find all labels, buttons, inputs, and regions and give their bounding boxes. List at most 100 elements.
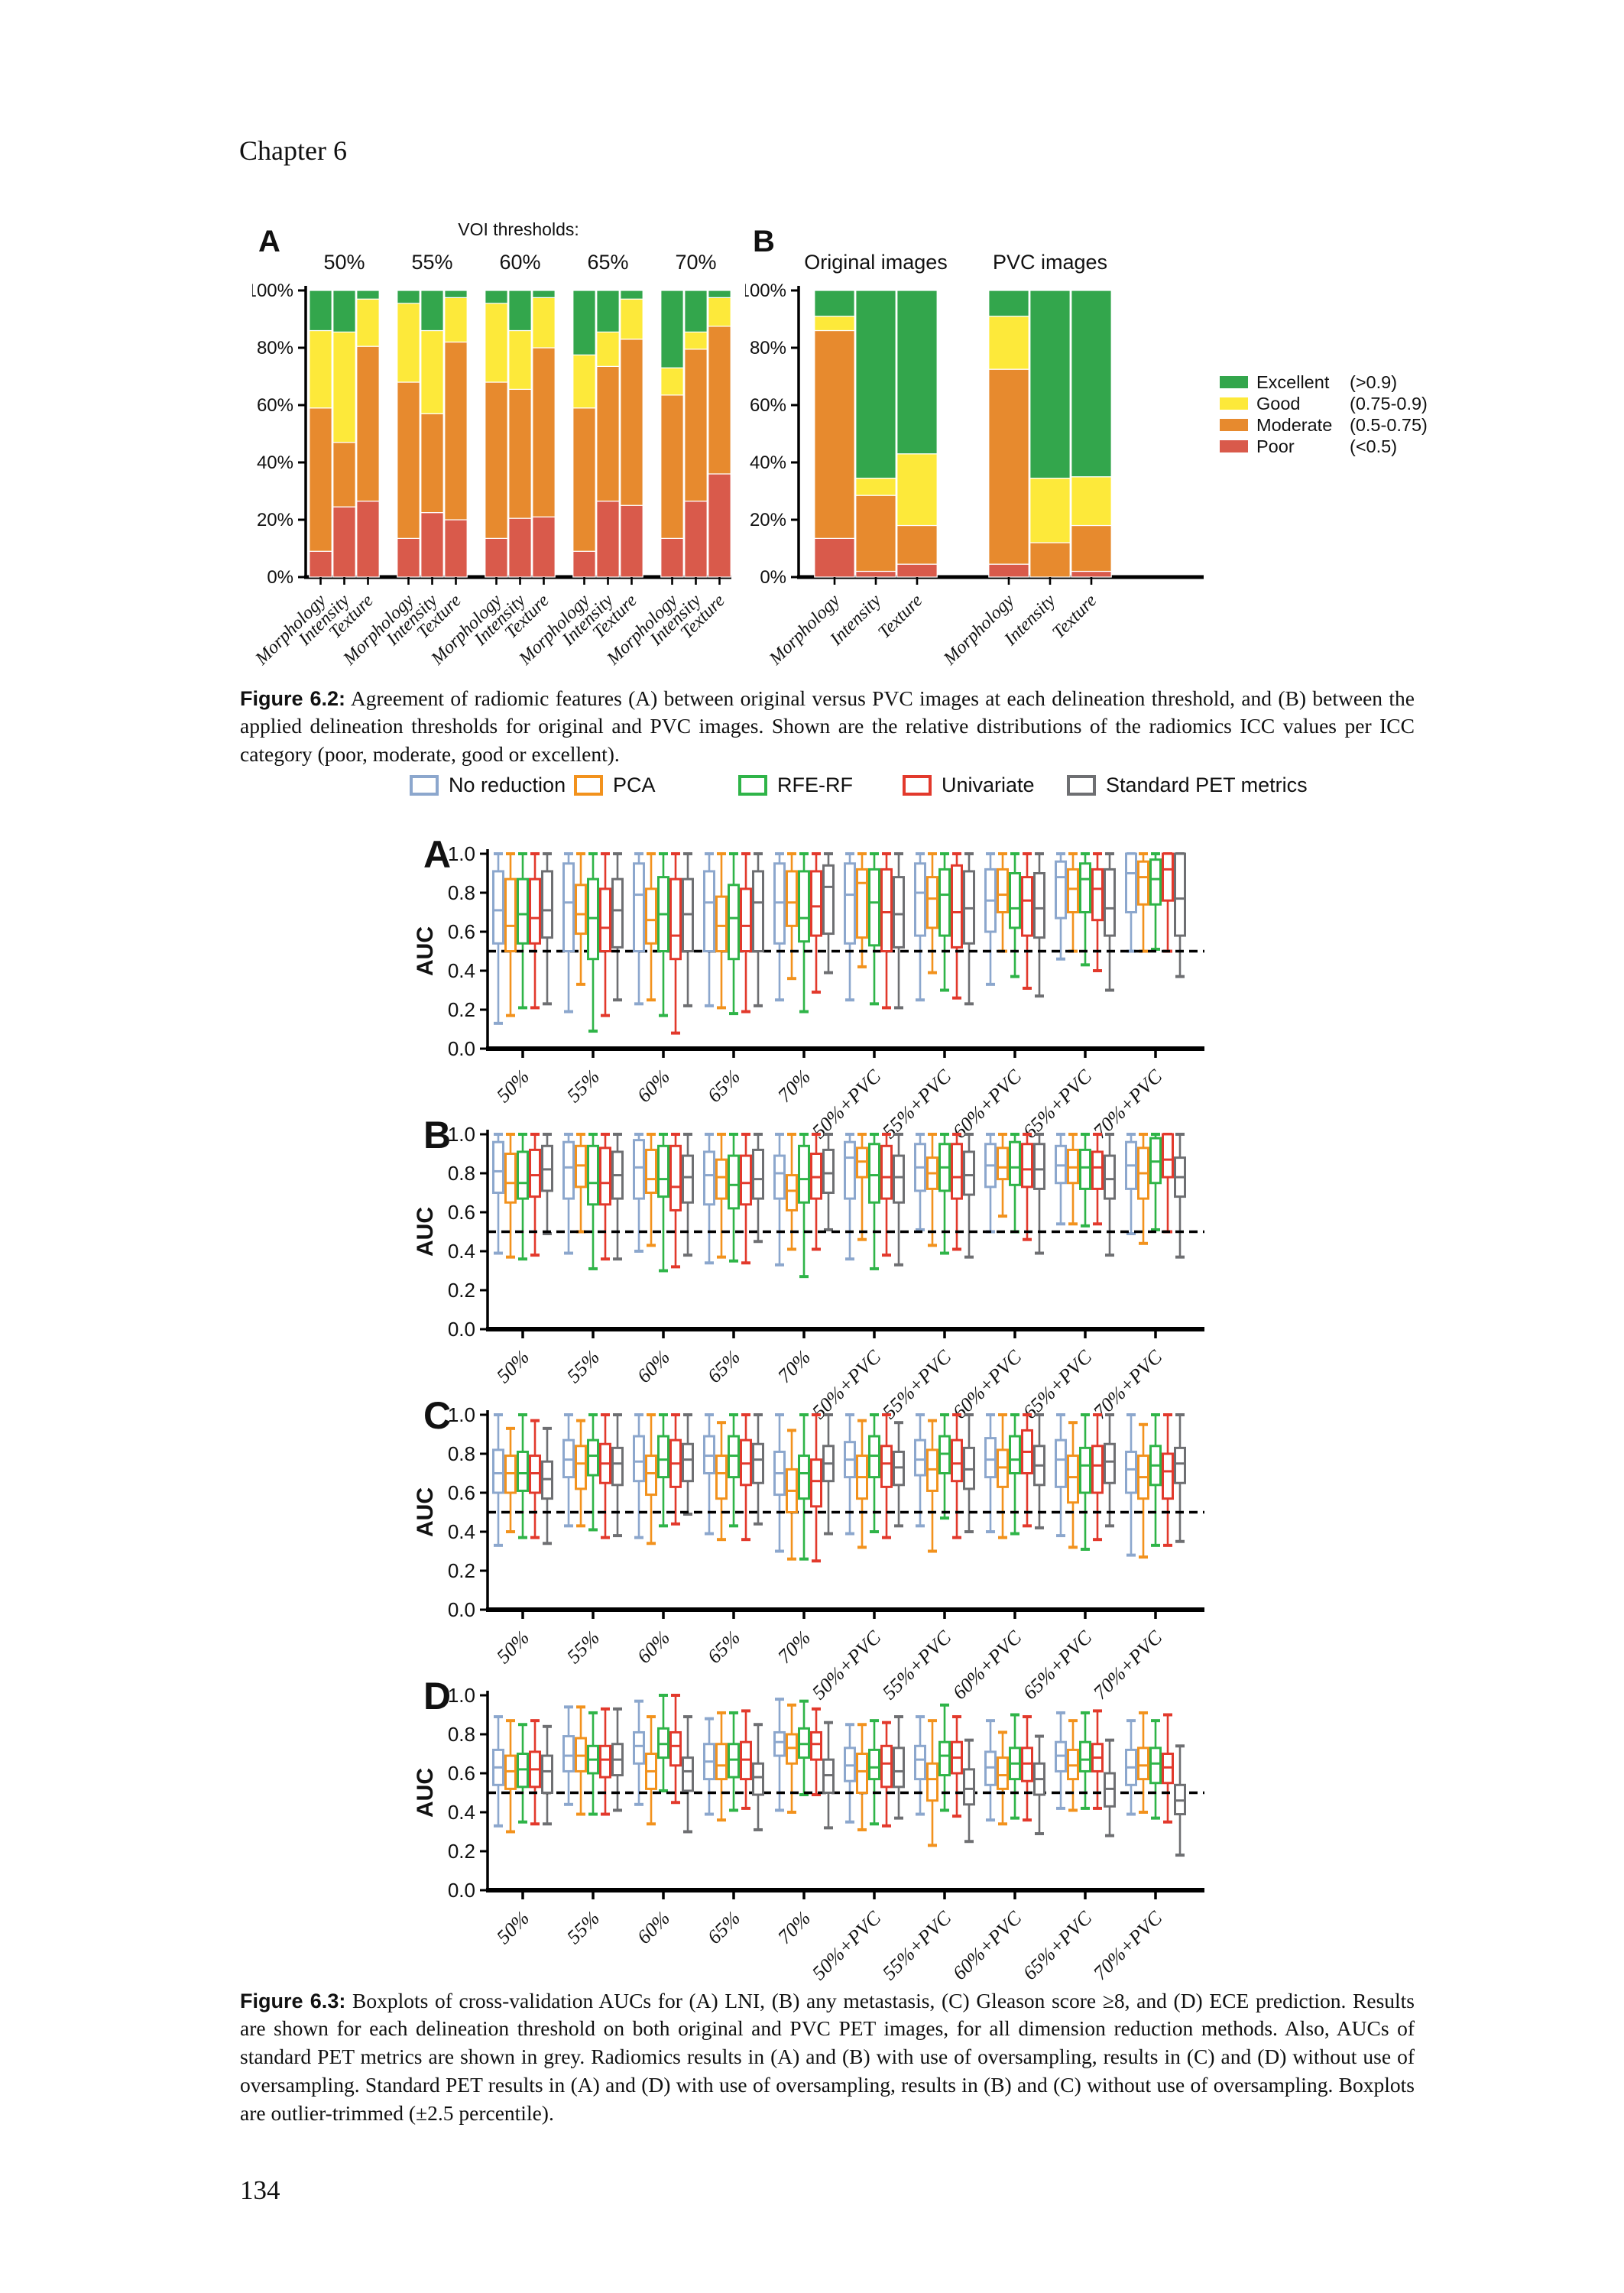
svg-text:Original images: Original images [804,251,948,274]
svg-text:65%+PVC: 65%+PVC [1019,1906,1097,1984]
fig62-panel-a-letter: A [258,225,280,258]
legend-label: Poor [1256,436,1295,456]
svg-text:50%: 50% [492,1907,533,1948]
svg-text:0.4: 0.4 [448,1520,475,1543]
svg-text:50%: 50% [492,1627,533,1668]
svg-text:0.6: 0.6 [448,920,475,943]
svg-text:0.4: 0.4 [448,1240,475,1263]
fig63-legend-item: PCA [574,774,706,797]
svg-text:70%: 70% [773,1346,815,1387]
fig63-legend-item: Standard PET metrics [1067,774,1308,797]
svg-text:0.2: 0.2 [448,1559,475,1582]
legend-label: PCA [613,774,656,796]
svg-text:0.8: 0.8 [448,1162,475,1185]
fig62-legend-item: Good (0.75-0.9) [1220,393,1428,414]
svg-text:1.0: 1.0 [448,842,475,865]
svg-text:AUC: AUC [413,1207,438,1257]
svg-text:40%: 40% [750,452,786,473]
svg-text:20%: 20% [750,510,786,530]
svg-text:60%+PVC: 60%+PVC [948,1906,1026,1984]
svg-text:0.0: 0.0 [448,1879,475,1902]
svg-text:60%: 60% [633,1907,674,1948]
svg-text:55%: 55% [562,1907,604,1948]
svg-text:80%: 80% [750,338,786,358]
svg-text:0.6: 0.6 [448,1481,475,1504]
fig63-caption-text: Boxplots of cross-validation AUCs for (A… [240,1988,1415,2126]
svg-text:0.2: 0.2 [448,998,475,1021]
svg-text:50%: 50% [492,1346,533,1387]
legend-label: RFE-RF [777,774,853,796]
fig63-legend-item: Univariate [903,774,1035,797]
fig63-legend-item: RFE-RF [738,774,870,797]
poor-swatch-icon [1220,440,1248,452]
legend-label: Univariate [942,774,1035,796]
fig63-caption: Figure 6.3: Boxplots of cross-validation… [240,1987,1415,2129]
svg-text:C: C [423,1394,451,1437]
svg-text:60%: 60% [750,395,786,416]
standard-pet-metrics-swatch-icon [1067,775,1096,796]
svg-text:55%: 55% [562,1346,604,1387]
rfe-rf-swatch-icon [738,775,767,796]
svg-text:0.0: 0.0 [448,1037,475,1060]
page-number: 134 [240,2175,280,2205]
svg-text:D: D [423,1675,451,1717]
svg-text:1.0: 1.0 [448,1684,475,1707]
svg-text:55%: 55% [562,1627,604,1668]
svg-text:0.0: 0.0 [448,1598,475,1621]
fig62-panel-b-chart: 0% 20% 40% 60% 80% 100% Original images Morphol… [745,251,1204,666]
svg-text:55%: 55% [562,1065,604,1107]
svg-text:70%: 70% [773,1627,815,1668]
moderate-swatch-icon [1220,419,1248,431]
svg-text:100%: 100% [745,281,786,301]
svg-text:55%+PVC: 55%+PVC [878,1906,956,1984]
svg-text:AUC: AUC [413,1768,438,1818]
svg-text:65%: 65% [703,1627,744,1668]
svg-text:AUC: AUC [413,1487,438,1537]
svg-text:VOI thresholds:: VOI thresholds: [458,219,579,239]
svg-text:0.2: 0.2 [448,1840,475,1863]
svg-text:Texture: Texture [874,591,926,643]
svg-text:PVC images: PVC images [993,251,1107,274]
fig63-panel-d-chart: D AUC 0.0 0.2 0.4 0.6 0.8 1.0 50% 55% 60% 65% 70%50%… [413,1675,1204,1984]
fig63-caption-label: Figure 6.3: [240,1989,346,2012]
svg-text:60%: 60% [499,251,540,274]
svg-text:AUC: AUC [413,926,438,976]
legend-label: No reduction [449,774,566,796]
svg-text:60%: 60% [633,1346,674,1387]
univariate-swatch-icon [903,775,932,796]
legend-label: Excellent [1256,371,1330,392]
svg-text:0.8: 0.8 [448,1442,475,1465]
svg-text:0.6: 0.6 [448,1201,475,1224]
svg-text:55%: 55% [411,251,452,274]
svg-text:65%: 65% [703,1346,744,1387]
svg-text:50%: 50% [323,251,365,274]
svg-text:0.6: 0.6 [448,1762,475,1785]
fig62-caption: Figure 6.2: Agreement of radiomic featur… [240,685,1415,770]
fig62-panel-b-letter: B [753,225,775,258]
fig62-panel-a-chart: VOI thresholds:0%20%40%60%80%100%50%Morp… [252,219,731,666]
fig63-legend-item: No reduction [410,774,566,797]
svg-text:Morphology: Morphology [939,591,1018,666]
chapter-header: Chapter 6 [239,135,347,166]
svg-text:70%: 70% [773,1907,815,1948]
svg-text:60%: 60% [257,395,293,416]
svg-text:70%: 70% [773,1065,815,1107]
fig62-legend-item: Excellent (>0.9) [1220,371,1428,393]
legend-range: (0.5-0.75) [1350,414,1428,435]
svg-text:0.8: 0.8 [448,1723,475,1746]
legend-label: Moderate [1256,414,1333,435]
no-reduction-swatch-icon [410,775,439,796]
svg-text:Morphology: Morphology [765,591,844,666]
svg-text:65%: 65% [703,1065,744,1107]
svg-text:60%: 60% [633,1065,674,1107]
good-swatch-icon [1220,397,1248,410]
svg-text:100%: 100% [252,281,293,301]
svg-text:50%: 50% [492,1065,533,1107]
svg-text:0.0: 0.0 [448,1318,475,1341]
svg-text:0%: 0% [267,567,293,588]
fig62-caption-text: Agreement of radiomic features (A) betwe… [240,686,1415,767]
svg-text:0.2: 0.2 [448,1279,475,1302]
